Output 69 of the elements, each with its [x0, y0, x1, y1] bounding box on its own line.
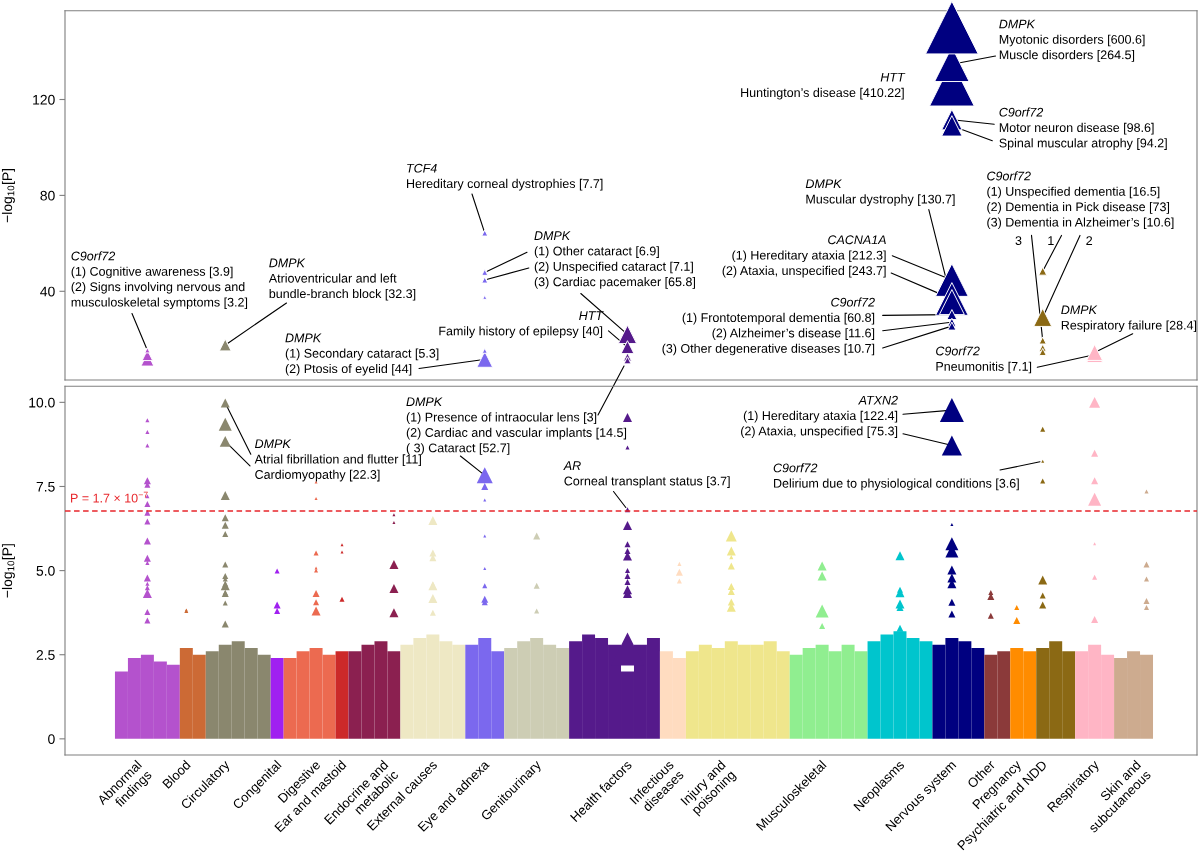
- annotation: Pneumonitis [7.1]: [936, 361, 1032, 374]
- annotation: Atrioventricular and left bundle-branch block [32.3]: [268, 273, 416, 301]
- annotation: DMPK: [269, 258, 306, 268]
- annotation: Muscle disorders [264.5]: [999, 50, 1135, 62]
- annotation: Atrial fibrillation and flutter [11]: [254, 454, 421, 466]
- y-tick-label: 80: [40, 190, 55, 201]
- y-tick-label: 120: [33, 94, 55, 105]
- annotation: C9orf72: [831, 297, 875, 307]
- annotation: (1) Hereditary ataxia [212.3]: [732, 250, 886, 263]
- annotation: (1) Cognitive awareness [3.9]: [71, 266, 233, 279]
- annotation: DMPK: [999, 19, 1036, 29]
- annotation: Cardiomyopathy [22.3]: [255, 469, 380, 482]
- text: C9orf72: [71, 251, 116, 261]
- annotation: HTT: [880, 72, 906, 82]
- annotation: DMPK: [1061, 305, 1098, 315]
- annotation: (3) Other degenerative diseases [10.7]: [662, 343, 875, 356]
- annotation: (2) Unspecified cataract [7.1]: [534, 261, 693, 274]
- annotation: DMPK: [805, 179, 842, 188]
- annotation: (1) Hereditary ataxia [122.4]: [743, 410, 898, 423]
- annotation: 1: [1048, 236, 1054, 245]
- annotation: (3) Dementia in Alzheimer’s [10.6]: [987, 217, 1174, 230]
- annotation: (2) Ataxia, unspecified [243.7]: [722, 265, 886, 278]
- annotation: (2) Ptosis of eyelid [44]: [285, 363, 412, 376]
- annotation: (1) Secondary cataract [5.3]: [285, 348, 439, 361]
- annotation: 3: [1015, 236, 1022, 246]
- annotation: Muscular dystrophy [130.7]: [806, 194, 955, 206]
- annotation: (1) Unspecified dementia [16.5]: [987, 186, 1160, 199]
- annotation: (2) Alzheimer’s disease [11.6]: [712, 328, 875, 340]
- annotation: Motor neuron disease [98.6]: [999, 122, 1154, 135]
- annotation: Huntington’s disease [410.22]: [741, 87, 904, 100]
- annotation: DMPK: [285, 333, 322, 343]
- annotation: (2) Ataxia, unspecified [75.3]: [741, 426, 898, 438]
- annotation: (1) Presence of intraocular lens [3]: [406, 412, 597, 424]
- annotation: C9orf72: [936, 346, 980, 356]
- annotation: Myotonic disorders [600.6]: [999, 34, 1145, 47]
- annotation: HTT: [579, 311, 604, 320]
- annotation: Hereditary corneal dystrophies [7.7]: [407, 178, 603, 191]
- annotation: (2) Cardiac and vascular implants [14.5]: [406, 427, 627, 440]
- annotation: (2) Dementia in Pick disease [73]: [987, 202, 1170, 214]
- annotation: Corneal transplant status [3.7]: [564, 476, 730, 488]
- y-axis-title: −log$_{10}$[P]: [1, 168, 15, 223]
- annotation: (2) Signs involving nervous and musculoskeletal symptoms [3.2]: [71, 281, 248, 310]
- annotation: ATXN2: [858, 395, 898, 405]
- y-tick-label: 2.5: [36, 650, 55, 660]
- y-tick-label: 7.5: [36, 481, 55, 492]
- annotation: CACNA1A: [828, 235, 886, 245]
- annotation: Delirium due to physiological conditions [3.6]: [774, 478, 1019, 491]
- annotation: P = 1.7 × 10$^{−7}$: [71, 491, 148, 503]
- annotation: TCF4: [407, 163, 437, 173]
- annotation: DMPK: [406, 397, 443, 406]
- annotation: C9orf72: [999, 107, 1044, 117]
- y-tick-label: 5.0: [36, 565, 55, 576]
- annotation: (3) Cardiac pacemaker [65.8]: [534, 277, 695, 289]
- annotation: C9orf72: [773, 463, 818, 473]
- y-axis-title: −log$_{10}$[P]: [1, 544, 15, 598]
- y-tick-label: 10.0: [29, 397, 55, 408]
- y-tick-label: 40: [40, 286, 55, 297]
- annotation: Respiratory failure [28.4]: [1061, 320, 1197, 333]
- annotation: (1) Frontotemporal dementia [60.8]: [682, 312, 875, 325]
- annotation: (1) Other cataract [6.9]: [534, 246, 659, 258]
- annotation: DMPK: [254, 439, 292, 448]
- annotation: C9orf72: [987, 171, 1031, 181]
- annotation: Spinal muscular atrophy [94.2]: [999, 138, 1167, 150]
- annotation: DMPK: [534, 231, 571, 240]
- annotation: Family history of epilepsy [40]: [439, 326, 603, 338]
- y-tick-label: 0: [48, 734, 55, 745]
- annotation: 2: [1086, 236, 1093, 245]
- annotation: ( 3) Cataract [52.7]: [406, 443, 510, 455]
- annotation: AR: [563, 461, 581, 470]
